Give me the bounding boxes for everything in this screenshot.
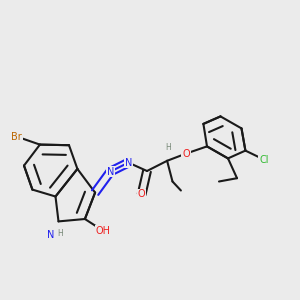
Text: H: H <box>57 229 63 238</box>
Text: Cl: Cl <box>259 154 269 165</box>
Text: N: N <box>107 167 114 177</box>
Text: O: O <box>182 148 190 159</box>
Text: Br: Br <box>11 131 22 142</box>
Text: OH: OH <box>96 226 111 236</box>
Text: N: N <box>47 230 54 241</box>
Text: H: H <box>166 143 172 152</box>
Text: N: N <box>125 158 132 168</box>
Text: O: O <box>138 189 146 200</box>
